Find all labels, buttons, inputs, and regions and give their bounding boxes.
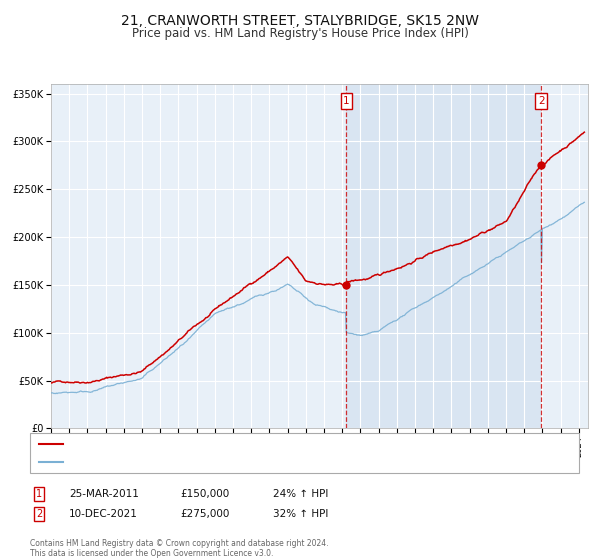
Text: 21, CRANWORTH STREET, STALYBRIDGE, SK15 2NW (semi-detached house): 21, CRANWORTH STREET, STALYBRIDGE, SK15 … [69, 440, 407, 449]
Text: 2: 2 [538, 96, 545, 106]
Text: £275,000: £275,000 [180, 509, 229, 519]
Text: 1: 1 [343, 96, 350, 106]
Text: Price paid vs. HM Land Registry's House Price Index (HPI): Price paid vs. HM Land Registry's House … [131, 27, 469, 40]
Text: 10-DEC-2021: 10-DEC-2021 [69, 509, 138, 519]
Text: 25-MAR-2011: 25-MAR-2011 [69, 489, 139, 499]
Text: Contains HM Land Registry data © Crown copyright and database right 2024.
This d: Contains HM Land Registry data © Crown c… [30, 539, 329, 558]
Bar [346, 84, 541, 428]
Text: 24% ↑ HPI: 24% ↑ HPI [273, 489, 328, 499]
Text: £150,000: £150,000 [180, 489, 229, 499]
Text: 32% ↑ HPI: 32% ↑ HPI [273, 509, 328, 519]
Text: 1: 1 [36, 489, 42, 499]
Text: 2: 2 [36, 509, 42, 519]
Text: HPI: Average price, semi-detached house, Tameside: HPI: Average price, semi-detached house,… [69, 458, 304, 466]
Text: 21, CRANWORTH STREET, STALYBRIDGE, SK15 2NW: 21, CRANWORTH STREET, STALYBRIDGE, SK15 … [121, 14, 479, 28]
